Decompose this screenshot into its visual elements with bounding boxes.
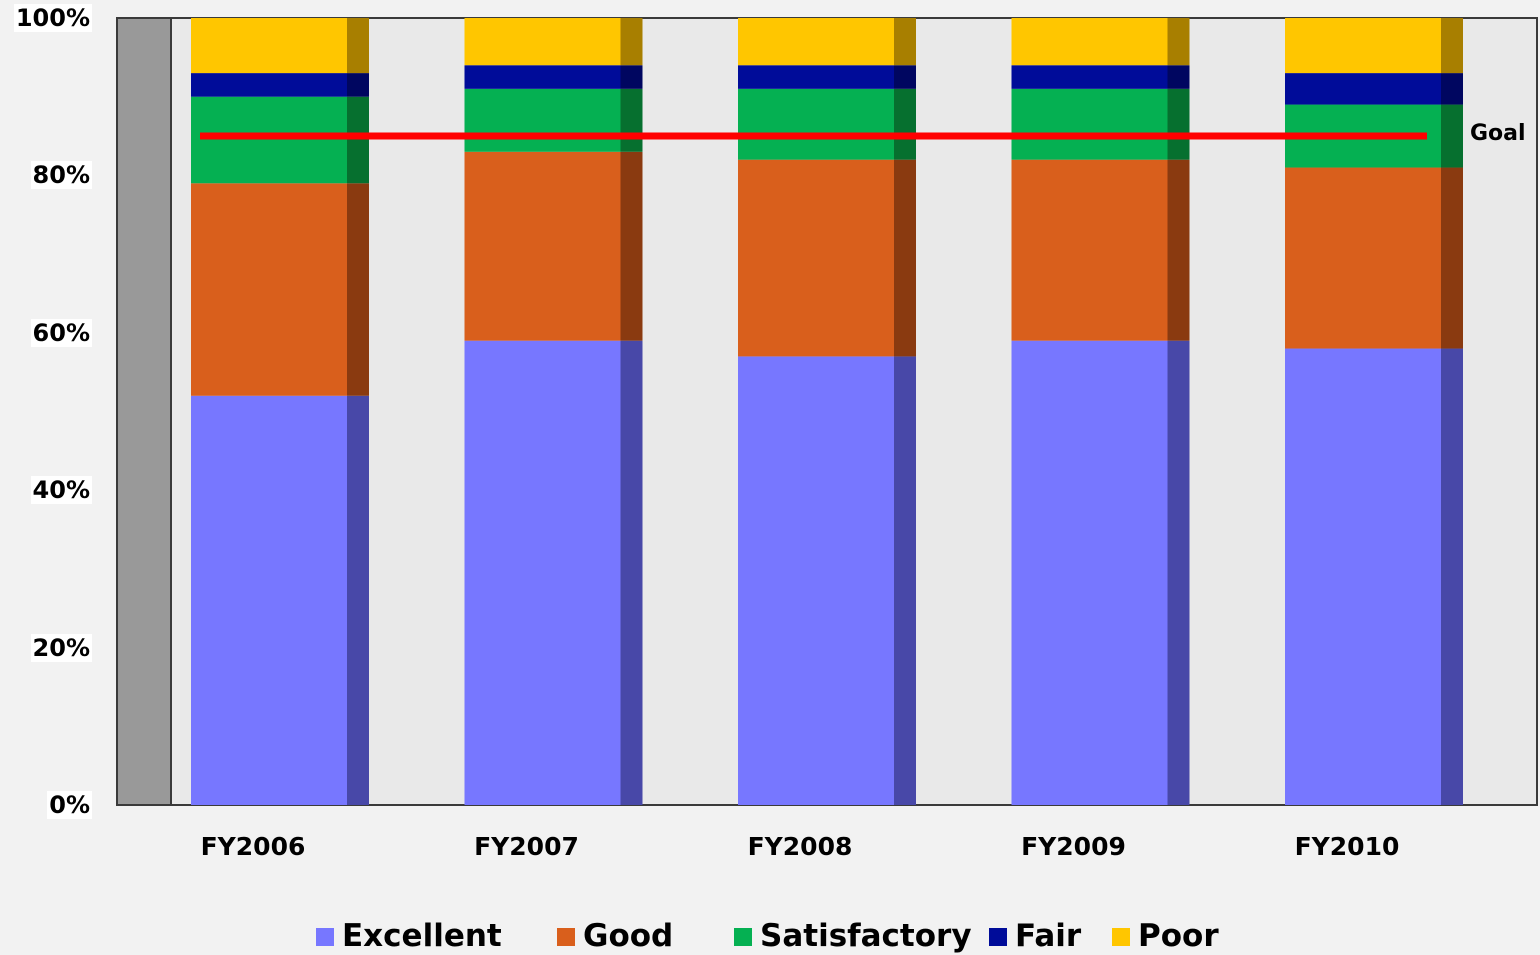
bar-side-good-fy2006: [347, 183, 369, 396]
bar-good-fy2006: [191, 183, 347, 396]
legend-label: Satisfactory: [760, 918, 972, 954]
bar-fair-fy2009: [1011, 65, 1168, 89]
legend-swatch: [989, 927, 1007, 946]
legend-label: Good: [583, 918, 674, 954]
bar-side-satisfactory-fy2008: [894, 88, 916, 160]
bar-good-fy2009: [1011, 159, 1168, 341]
bar-satisfactory-fy2009: [1011, 88, 1168, 160]
y-tick-label: 100%: [13, 4, 92, 32]
bar-poor-fy2009: [1011, 18, 1168, 66]
bar-side-satisfactory-fy2010: [1441, 104, 1463, 168]
x-tick-label: FY2010: [1294, 832, 1400, 861]
bar-good-fy2008: [738, 159, 894, 357]
y-tick-label: 60%: [30, 318, 92, 347]
bar-side-fair-fy2010: [1441, 73, 1463, 105]
bar-side-fair-fy2008: [894, 65, 916, 89]
bar-side-excellent-fy2006: [347, 395, 369, 805]
bar-excellent-fy2010: [1285, 348, 1441, 805]
legend-swatch: [734, 927, 752, 946]
legend-label: Excellent: [342, 918, 502, 954]
bar-side-poor-fy2006: [347, 18, 369, 74]
bar-side-excellent-fy2010: [1441, 348, 1463, 805]
legend-label: Fair: [1015, 918, 1082, 954]
goal-label: Goal: [1470, 121, 1526, 146]
bar-side-excellent-fy2008: [894, 356, 916, 805]
bar-good-fy2007: [464, 151, 621, 341]
side-wall: [116, 17, 172, 806]
y-tick-label: 80%: [30, 161, 92, 190]
legend-item-satisfactory: Satisfactory: [734, 918, 972, 955]
bar-poor-fy2008: [738, 18, 894, 66]
bar-satisfactory-fy2007: [464, 88, 621, 152]
legend-item-good: Good: [557, 918, 673, 955]
bar-side-poor-fy2010: [1441, 18, 1463, 74]
legend-swatch: [316, 927, 334, 946]
legend-item-fair: Fair: [989, 918, 1081, 955]
bar-poor-fy2006: [191, 18, 347, 74]
bar-excellent-fy2007: [464, 340, 621, 805]
bar-poor-fy2007: [464, 18, 621, 66]
bar-fair-fy2006: [191, 73, 347, 97]
bar-side-satisfactory-fy2009: [1167, 88, 1190, 160]
bar-satisfactory-fy2008: [738, 88, 894, 160]
bar-satisfactory-fy2006: [191, 96, 347, 184]
bar-excellent-fy2006: [191, 395, 347, 805]
legend-swatch: [1112, 927, 1130, 946]
y-tick-label: 20%: [30, 633, 92, 662]
legend-item-poor: Poor: [1112, 918, 1219, 955]
bar-side-excellent-fy2007: [620, 340, 643, 805]
x-tick-label: FY2009: [1021, 832, 1126, 861]
legend-item-excellent: Excellent: [316, 918, 502, 955]
bar-side-good-fy2008: [894, 159, 916, 357]
bar-side-fair-fy2006: [347, 73, 369, 97]
bar-excellent-fy2009: [1011, 340, 1168, 805]
bar-fair-fy2008: [738, 65, 894, 89]
bar-excellent-fy2008: [738, 356, 894, 805]
bar-side-good-fy2007: [620, 151, 643, 341]
bar-fair-fy2010: [1285, 73, 1441, 105]
bar-side-fair-fy2009: [1167, 65, 1190, 89]
bar-side-poor-fy2008: [894, 18, 916, 66]
bar-side-poor-fy2007: [620, 18, 643, 66]
legend-swatch: [557, 927, 575, 946]
bar-fair-fy2007: [464, 65, 621, 89]
bar-poor-fy2010: [1285, 18, 1441, 74]
y-tick-label: 40%: [30, 476, 92, 505]
bar-side-fair-fy2007: [620, 65, 643, 89]
legend-label: Poor: [1138, 918, 1219, 954]
bar-side-satisfactory-fy2007: [620, 88, 643, 152]
legend: Excellent Good Satisfactory Fair Poor: [0, 918, 1540, 955]
x-tick-label: FY2008: [747, 832, 853, 861]
bar-side-excellent-fy2009: [1167, 340, 1190, 805]
x-tick-label: FY2007: [474, 832, 579, 861]
bar-good-fy2010: [1285, 167, 1441, 349]
bar-side-good-fy2009: [1167, 159, 1190, 341]
y-tick-label: 0%: [47, 791, 92, 819]
bar-side-good-fy2010: [1441, 167, 1463, 349]
x-tick-label: FY2006: [200, 832, 306, 861]
bar-side-poor-fy2009: [1167, 18, 1190, 66]
bar-side-satisfactory-fy2006: [347, 96, 369, 184]
